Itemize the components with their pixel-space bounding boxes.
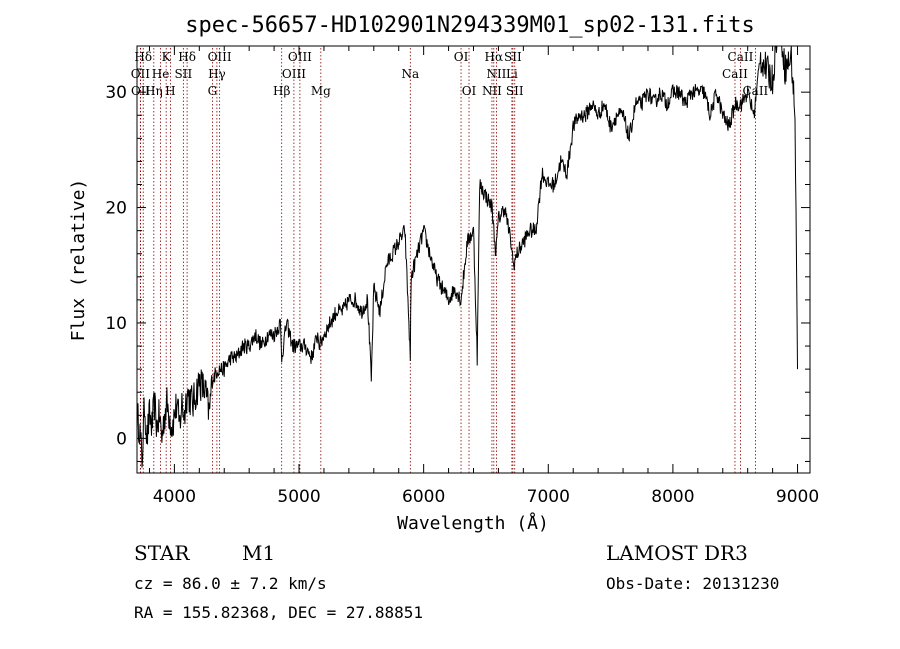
y-tick-label: 0 [116, 429, 127, 449]
x-tick-label: 9000 [776, 487, 819, 507]
spectral-line-label: OI [462, 84, 477, 98]
spectral-line-label: Hη [145, 84, 163, 98]
spectral-line-label: Hδ [178, 50, 196, 64]
y-tick-label: 10 [105, 314, 127, 334]
x-tick-label: 8000 [651, 487, 694, 507]
spectral-line-label: SII [175, 67, 193, 81]
spectral-line-label: CaII [722, 67, 748, 81]
x-axis-ticks: 4000 5000 6000 7000 8000 9000 [148, 46, 819, 507]
x-axis-label: Wavelength (Å) [397, 512, 549, 534]
survey-name: LAMOST DR3 [606, 541, 748, 565]
spectral-line-label: Hβ [273, 84, 290, 98]
spectral-line-label: OIII [288, 50, 312, 64]
spectral-line-label: CaII [728, 50, 754, 64]
spectral-line-label: OII [131, 67, 151, 81]
x-tick-label: 4000 [153, 487, 196, 507]
spectral-line-label: OI [454, 50, 469, 64]
spectral-line-label: NII [482, 84, 502, 98]
spectral-line-label: G [208, 84, 218, 98]
spectral-line-label: OIII [282, 67, 306, 81]
spectral-line-label: OII [131, 84, 151, 98]
x-tick-label: 6000 [402, 487, 445, 507]
spectral-line-label: NII [486, 67, 506, 81]
spectral-line-label: Hγ [208, 67, 226, 81]
spectral-line-label: OIII [208, 50, 232, 64]
y-axis-label: Flux (relative) [68, 179, 89, 342]
spectral-line-label: Li [506, 67, 518, 81]
spectral-line-markers [139, 48, 756, 473]
spectral-line-label: Hα [485, 50, 504, 64]
y-axis-ticks: 0 10 20 30 [105, 45, 810, 462]
spectral-line-label: He [152, 67, 170, 81]
x-tick-label: 7000 [527, 487, 570, 507]
spectral-line-label: Hδ [134, 50, 152, 64]
observation-date: Obs-Date: 20131230 [606, 574, 779, 593]
chart-title: spec-56657-HD102901N294339M01_sp02-131.f… [185, 13, 755, 38]
spectral-line-label: Mg [311, 84, 331, 98]
y-tick-label: 30 [105, 83, 127, 103]
redshift-cz: cz = 86.0 ± 7.2 km/s [134, 574, 327, 593]
object-subclass: M1 [242, 541, 275, 565]
y-tick-label: 20 [105, 199, 127, 219]
x-tick-label: 5000 [277, 487, 320, 507]
spectral-line-label: Na [401, 67, 419, 81]
spectral-line-label: K [162, 50, 172, 64]
spectrum-series [136, 45, 798, 468]
object-class: STAR [134, 541, 190, 565]
spectral-line-label: SII [504, 50, 522, 64]
spectral-line-label: H [165, 84, 175, 98]
spectral-line-label: SII [506, 84, 524, 98]
coordinates: RA = 155.82368, DEC = 27.88851 [134, 603, 423, 622]
